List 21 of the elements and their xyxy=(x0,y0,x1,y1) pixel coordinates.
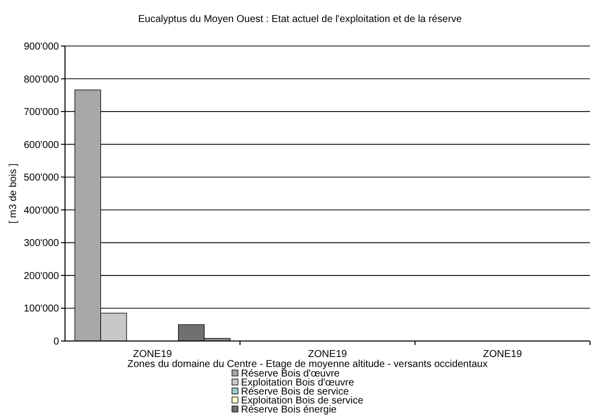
x-tick-label: ZONE19 xyxy=(483,349,522,360)
y-tick-label: 900'000 xyxy=(24,42,60,52)
legend-label: Exploitation Bois d'œuvre xyxy=(241,378,355,388)
y-tick-label: 200'000 xyxy=(24,270,60,282)
chart-title: Eucalyptus du Moyen Ouest : Etat actuel de l'exploitation et de la réserve xyxy=(138,14,462,25)
y-tick-label: 700'000 xyxy=(24,107,60,118)
y-tick-label: 100'000 xyxy=(24,304,60,315)
legend-label: Exploitation Bois de service xyxy=(241,396,364,406)
x-axis-title: Zones du domaine du Centre - Etage de moyenne altitude - versants occidentaux xyxy=(127,359,488,370)
y-tick-label: 800'000 xyxy=(24,74,60,86)
y-tick-label: 500'000 xyxy=(24,172,60,184)
legend-label: Réserve Bois de service xyxy=(241,386,350,398)
y-tick-label: 300'000 xyxy=(24,238,60,250)
legend-label: Réserve Bois d'œuvre xyxy=(241,368,340,380)
y-tick-label: 0 xyxy=(53,336,60,348)
x-tick-label: ZONE19 xyxy=(133,349,172,360)
y-tick-label: 600'000 xyxy=(24,140,60,151)
y-tick-label: 400'000 xyxy=(24,205,60,216)
y-axis-title: [ m3 de bois ] xyxy=(8,163,19,224)
x-tick-label: ZONE19 xyxy=(308,349,348,360)
legend-label: Réserve Bois énergie xyxy=(241,404,338,416)
